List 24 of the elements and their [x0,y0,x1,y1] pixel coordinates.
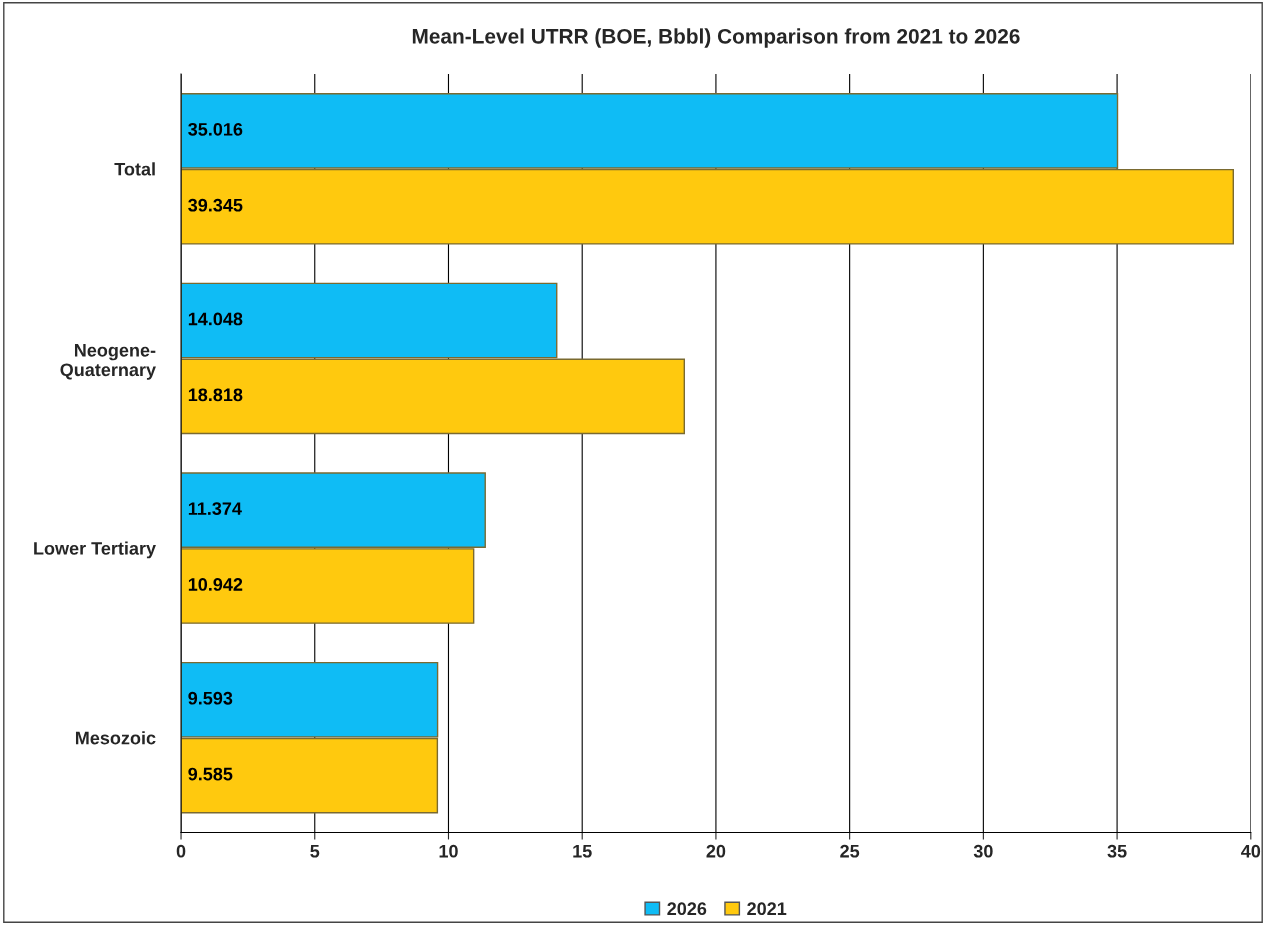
legend-label: 2021 [747,902,787,916]
x-tick-label: 20 [706,844,726,858]
y-tick-label: Total [114,162,155,176]
legend-label: 2026 [667,902,707,916]
x-tick-label: 25 [840,844,860,858]
data-label: 18.818 [188,388,243,402]
data-label: 9.585 [188,767,233,781]
data-label: 35.016 [188,122,243,136]
x-tick-label: 30 [973,844,993,858]
x-tick-label: 5 [310,844,320,858]
chart-title: Mean-Level UTRR (BOE, Bbbl) Comparison from 2021 to 2026 [412,28,1020,48]
data-label: 11.374 [188,502,242,516]
x-tick-label: 40 [1241,844,1261,858]
data-label: 9.593 [188,691,233,705]
x-tick-label: 0 [176,844,186,858]
x-tick-label: 15 [573,844,592,858]
y-tick-label: Neogene- Quaternary [60,344,156,380]
y-tick-label: Lower Tertiary [34,541,156,559]
data-label: 39.345 [188,198,243,212]
x-tick-label: 10 [439,844,458,858]
data-label: 10.942 [188,578,243,591]
data-label: 14.048 [188,312,243,326]
y-tick-label: Mesozoic [75,731,156,745]
x-tick-label: 35 [1107,844,1127,858]
